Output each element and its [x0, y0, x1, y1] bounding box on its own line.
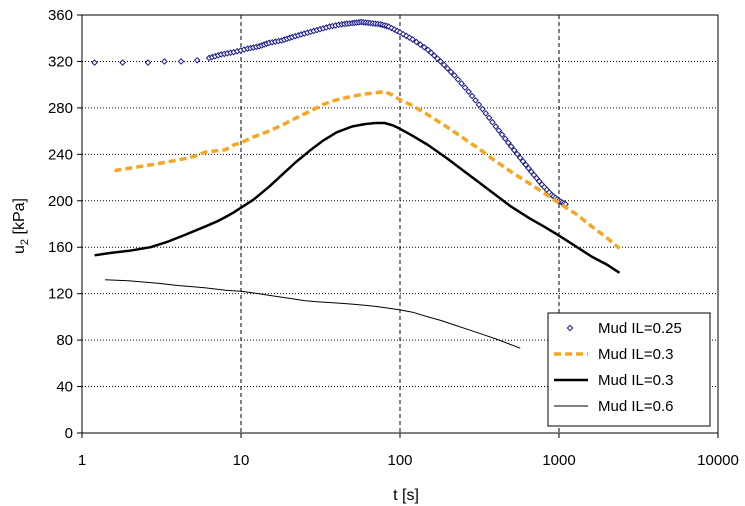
series-marker — [516, 154, 524, 162]
y-tick-label: 0 — [65, 425, 73, 442]
series-marker — [507, 143, 515, 150]
legend-label: Mud IL=0.25 — [598, 320, 682, 337]
series-line — [105, 279, 521, 349]
series-marker — [409, 36, 416, 43]
series-marker — [525, 164, 532, 172]
legend-item-2: Mud IL=0.3 — [554, 346, 673, 363]
y-tick-label: 240 — [48, 146, 73, 163]
series-marker — [465, 88, 472, 95]
series-marker — [454, 76, 462, 83]
series-marker — [458, 80, 465, 87]
series-marker — [402, 32, 410, 40]
series-marker — [501, 135, 509, 142]
series-marker — [475, 101, 483, 109]
x-tick-label: 10 — [233, 452, 250, 469]
series-line — [94, 121, 621, 274]
y-axis-label-unit: [kPa] — [11, 198, 28, 239]
series-1 — [91, 18, 569, 208]
y-axis-label-subscript: 2 — [19, 239, 31, 245]
series-marker — [498, 131, 506, 138]
series-marker — [472, 97, 479, 104]
x-tick-label: 10000 — [697, 452, 739, 469]
series-marker — [444, 65, 451, 72]
series-marker — [495, 127, 503, 134]
series-line — [114, 89, 621, 250]
y-tick-label: 40 — [56, 379, 73, 396]
y-tick-label: 80 — [56, 332, 73, 349]
series-marker — [451, 72, 458, 79]
x-tick-label: 100 — [387, 452, 412, 469]
series-layer — [91, 18, 621, 349]
y-tick-label: 280 — [48, 100, 73, 117]
series-marker — [447, 68, 455, 76]
series-marker — [468, 92, 476, 100]
legend-item-4: Mud IL=0.6 — [554, 398, 673, 415]
y-tick-label: 320 — [48, 53, 73, 70]
x-tick-label: 1000 — [542, 452, 575, 469]
series-marker — [430, 52, 438, 59]
series-3 — [94, 121, 621, 274]
series-marker — [485, 114, 493, 122]
series-marker — [440, 61, 448, 69]
series-marker — [522, 161, 530, 169]
y-axis-label: u2 [kPa] — [11, 198, 31, 254]
grid — [82, 15, 718, 433]
series-4 — [105, 279, 521, 349]
series-marker — [492, 123, 500, 130]
series-marker — [489, 118, 496, 126]
series-marker — [416, 41, 424, 48]
series-marker — [144, 59, 152, 66]
legend: Mud IL=0.25 Mud IL=0.3 Mud IL=0.3 Mud IL=0.… — [547, 312, 711, 427]
series-marker — [519, 157, 527, 165]
series-marker — [391, 26, 398, 33]
x-tick-label: 1 — [78, 452, 86, 469]
series-marker — [91, 59, 98, 66]
series-marker — [396, 29, 404, 36]
series-marker — [427, 49, 435, 57]
series-marker — [479, 105, 486, 113]
series-marker — [424, 46, 432, 54]
series-marker — [482, 110, 490, 117]
series-marker — [385, 23, 393, 30]
series-marker — [461, 84, 469, 91]
legend-label: Mud IL=0.3 — [598, 372, 673, 389]
series-marker — [437, 58, 444, 65]
legend-label: Mud IL=0.3 — [598, 346, 673, 363]
series-marker — [193, 56, 201, 64]
series-marker — [413, 38, 420, 46]
series-marker — [510, 146, 518, 154]
axes: 0 40 80 120 160 200 240 280 320 360 1 10 100 1000 1000… — [48, 7, 739, 469]
y-tick-label: 200 — [48, 193, 73, 210]
series-marker — [177, 58, 185, 65]
series-2 — [114, 89, 621, 250]
series-marker — [161, 58, 168, 65]
legend-label: Mud IL=0.6 — [598, 398, 673, 415]
y-axis-label-main: u — [11, 245, 28, 254]
y-tick-label: 120 — [48, 286, 73, 303]
y-tick-label: 360 — [48, 7, 73, 24]
legend-box — [547, 312, 711, 427]
x-axis-label: t [s] — [393, 487, 419, 504]
y-tick-label: 160 — [48, 239, 73, 256]
legend-swatch — [566, 324, 574, 332]
series-marker — [513, 150, 521, 158]
series-marker — [420, 43, 428, 51]
series-marker — [119, 59, 126, 66]
legend-item-3: Mud IL=0.3 — [554, 372, 673, 389]
series-marker — [434, 55, 441, 62]
series-marker — [505, 139, 512, 147]
legend-item-1: Mud IL=0.25 — [566, 320, 682, 337]
